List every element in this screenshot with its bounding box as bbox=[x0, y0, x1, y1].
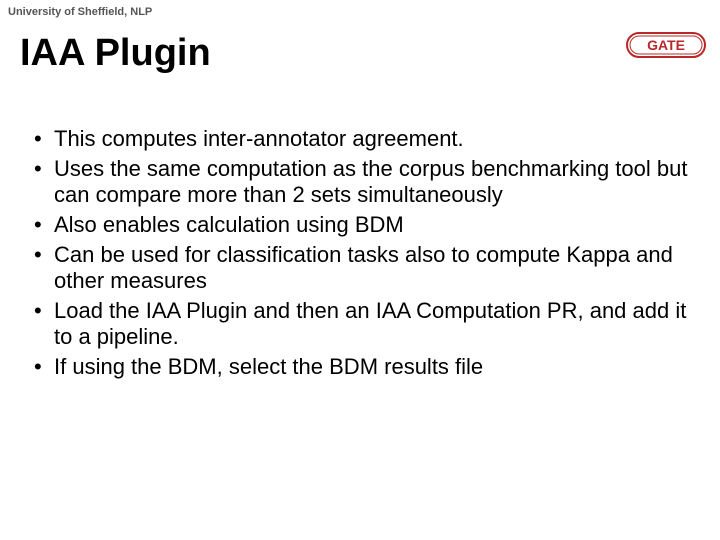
content-area: This computes inter-annotator agreement.… bbox=[30, 126, 690, 384]
list-item: Also enables calculation using BDM bbox=[30, 212, 690, 238]
list-item: Can be used for classification tasks als… bbox=[30, 242, 690, 294]
slide-title: IAA Plugin bbox=[20, 32, 211, 75]
organization-label: University of Sheffield, NLP bbox=[8, 6, 152, 18]
bullet-list: This computes inter-annotator agreement.… bbox=[30, 126, 690, 380]
list-item: If using the BDM, select the BDM results… bbox=[30, 354, 690, 380]
gate-logo: GATE bbox=[626, 28, 706, 62]
list-item: Uses the same computation as the corpus … bbox=[30, 156, 690, 208]
logo-text: GATE bbox=[647, 37, 685, 53]
list-item: This computes inter-annotator agreement. bbox=[30, 126, 690, 152]
list-item: Load the IAA Plugin and then an IAA Comp… bbox=[30, 298, 690, 350]
